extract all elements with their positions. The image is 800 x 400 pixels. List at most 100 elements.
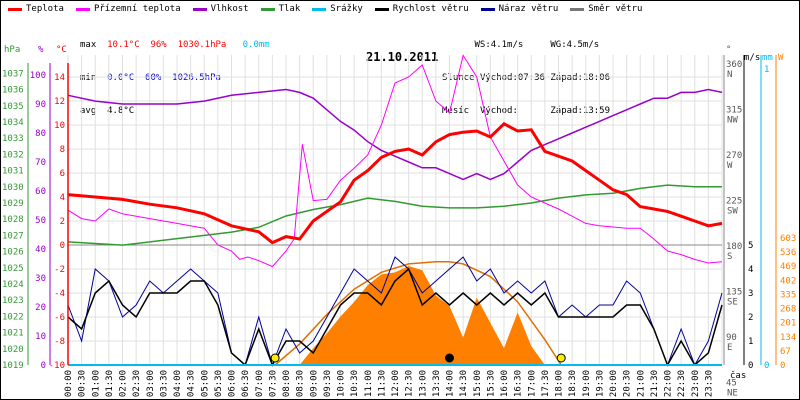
legend-swatch	[374, 7, 389, 11]
chart-title: 21.10.2011	[366, 50, 439, 64]
x-tick: 20:30	[623, 370, 633, 397]
sunset-marker	[556, 353, 566, 363]
legend-item: Vlhkost	[192, 3, 249, 15]
legend-item: Rychlost větru	[374, 3, 469, 15]
x-tick: 13:30	[432, 370, 442, 397]
pressure-tick: 1028	[2, 215, 24, 225]
direction-unit: °	[726, 45, 731, 55]
wind-tick: 3	[748, 289, 753, 299]
pressure-tick: 1030	[2, 183, 24, 193]
x-tick: 22:30	[677, 370, 687, 397]
moon-label: Měsíc	[442, 106, 470, 116]
wind-tick: 2	[748, 313, 753, 323]
x-tick: 22:00	[664, 370, 674, 397]
legend-label: Náraz větru	[498, 4, 559, 14]
pressure-tick: 1025	[2, 264, 24, 274]
wg-value: WG:4.5m/s	[550, 40, 600, 50]
x-tick: 09:00	[309, 370, 319, 397]
moonset-marker	[445, 353, 454, 363]
direction-tick: 360	[726, 60, 742, 70]
x-tick: 10:00	[337, 370, 347, 397]
x-tick: 19:00	[582, 370, 592, 397]
moon-rise: Východ:	[479, 106, 518, 116]
humidity-tick: 70	[35, 158, 46, 168]
direction-tick: 270	[726, 151, 742, 161]
legend-item: Přízemní teplota	[75, 3, 181, 15]
legend-label: Vlhkost	[210, 4, 249, 14]
solar-tick: 335	[780, 290, 796, 300]
humidity-unit: %	[38, 45, 44, 55]
max-label: max	[80, 40, 97, 50]
max-hum: 96%	[150, 40, 167, 50]
moon-set: Západ:13:59	[550, 106, 610, 116]
legend-item: Teplota	[8, 3, 64, 15]
solar-tick: 603	[780, 234, 796, 244]
humidity-line	[67, 88, 723, 181]
x-axis-label: čas	[730, 370, 746, 381]
temperature-tick: 0	[60, 241, 65, 251]
solar-tick: 201	[780, 319, 796, 329]
legend-label: Srážky	[330, 4, 363, 14]
avg-label: avg	[80, 106, 97, 116]
rain-tick: 1	[764, 65, 769, 75]
temperature-tick: -4	[54, 289, 65, 299]
temperature-unit: °C	[56, 45, 67, 55]
solar-tick: 134	[780, 333, 796, 343]
stats-block: max 10.1°C 96% 1030.1hPa 0.0mm min 0.0°C…	[80, 18, 270, 128]
legend-swatch	[312, 7, 327, 11]
x-tick: 04:30	[187, 370, 197, 397]
humidity-tick: 30	[35, 274, 46, 284]
pressure-tick: 1019	[2, 361, 24, 371]
gust-line	[67, 256, 723, 367]
x-tick: 16:30	[514, 370, 524, 397]
pressure-tick: 1029	[2, 199, 24, 209]
min-press: 1026.5hPa	[172, 73, 221, 83]
max-press: 1030.1hPa	[177, 40, 227, 50]
x-tick: 01:30	[105, 370, 115, 397]
min-temp: 0.0°C	[107, 73, 135, 83]
temperature-tick: 2	[60, 217, 65, 227]
solar-tick: 536	[780, 248, 796, 258]
sun-rise: Východ:07:36	[479, 73, 545, 83]
temperature-tick: 14	[54, 73, 65, 83]
x-tick: 08:00	[282, 370, 292, 397]
pressure-tick: 1021	[2, 329, 24, 339]
pressure-tick: 1031	[2, 167, 24, 177]
pressure-tick: 1024	[2, 280, 24, 290]
temperature-tick: -6	[54, 313, 65, 323]
pressure-tick: 1020	[2, 345, 24, 355]
solar-tick: 0	[780, 361, 785, 371]
pressure-tick: 1026	[2, 248, 24, 258]
humidity-tick: 40	[35, 245, 46, 255]
x-tick: 05:00	[200, 370, 210, 397]
temperature-tick: 4	[60, 193, 65, 203]
x-tick: 13:00	[418, 370, 428, 397]
humidity-tick: 20	[35, 303, 46, 313]
solar-tick: 469	[780, 262, 796, 272]
wind-tick: 0	[748, 361, 753, 371]
x-tick: 03:30	[159, 370, 169, 397]
direction-tick: 90	[726, 333, 737, 343]
temperature-tick: -2	[54, 265, 65, 275]
max-rain: 0.0mm	[242, 40, 270, 50]
x-tick: 06:00	[228, 370, 238, 397]
avg-temp: 4.8°C	[107, 106, 135, 116]
pressure-tick: 1023	[2, 296, 24, 306]
theoretical-solar-line	[274, 261, 562, 366]
x-tick: 05:30	[214, 370, 224, 397]
x-tick: 21:30	[650, 370, 660, 397]
x-tick: 18:00	[555, 370, 565, 397]
direction-label: S	[727, 252, 732, 262]
temperature-line	[67, 121, 723, 245]
x-tick: 00:00	[64, 370, 74, 397]
x-tick: 07:00	[255, 370, 265, 397]
wind-speed-line	[67, 267, 723, 367]
max-temp: 10.1°C	[107, 40, 140, 50]
x-tick: 11:00	[364, 370, 374, 397]
x-tick: 02:00	[119, 370, 129, 397]
direction-label: E	[727, 343, 732, 353]
x-tick: 07:30	[268, 370, 278, 397]
humidity-tick: 0	[41, 361, 46, 371]
legend-label: Směr větru	[588, 4, 643, 14]
legend-label: Teplota	[26, 4, 64, 14]
